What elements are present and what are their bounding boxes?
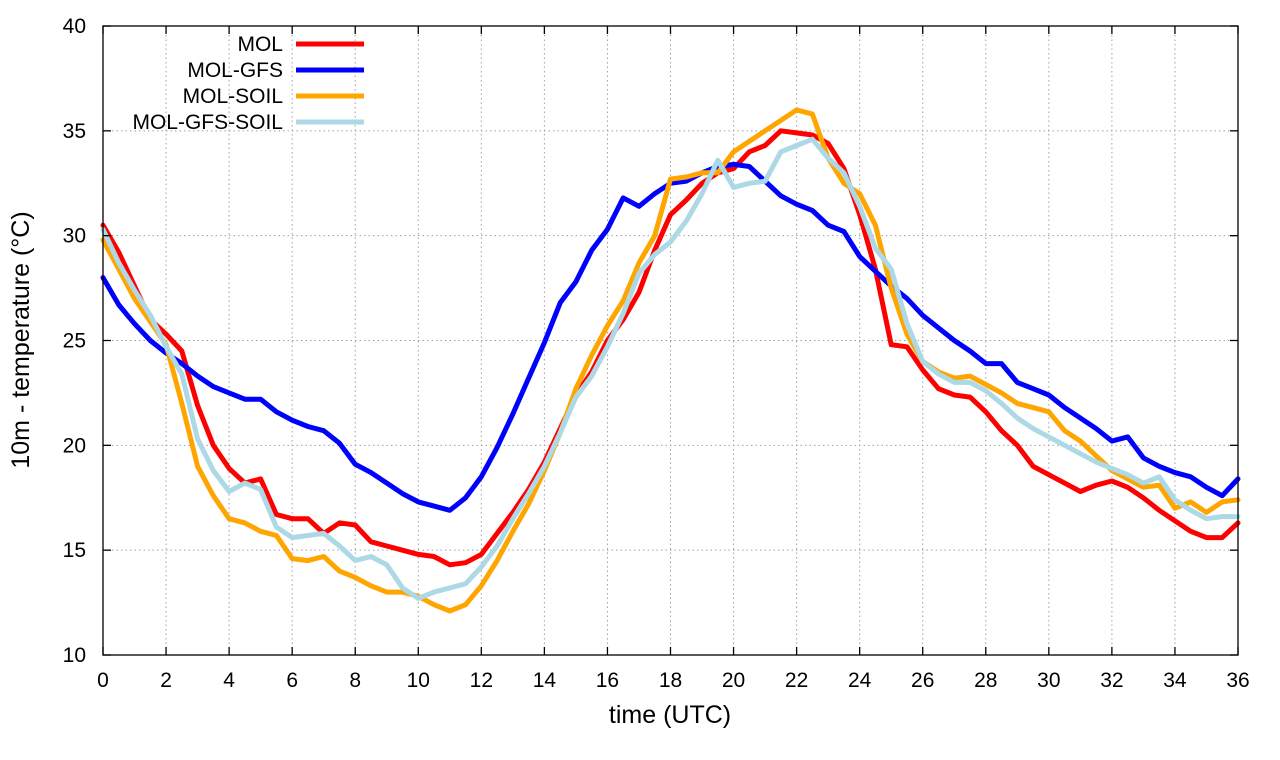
series-line-mol-soil — [100, 107, 1241, 614]
y-tick-label: 40 — [63, 15, 86, 38]
axis-ticks — [102, 25, 1239, 656]
x-tick-label: 8 — [349, 669, 361, 692]
x-tick-label: 4 — [223, 669, 235, 692]
y-tick-label: 10 — [63, 644, 86, 667]
legend-label-mol-gfs: MOL-GFS — [187, 59, 283, 82]
y-tick-label: 20 — [63, 434, 86, 457]
x-tick-label: 26 — [911, 669, 934, 692]
x-tick-label: 2 — [160, 669, 172, 692]
x-tick-label: 6 — [286, 669, 298, 692]
x-tick-label: 28 — [974, 669, 997, 692]
series-line-mol-gfs-soil — [100, 136, 1241, 601]
x-tick-label: 36 — [1226, 669, 1249, 692]
y-tick-label: 15 — [63, 539, 86, 562]
x-tick-label: 0 — [97, 669, 109, 692]
series-line-mol — [100, 128, 1241, 568]
series-lines — [100, 107, 1241, 614]
x-tick-label: 32 — [1100, 669, 1123, 692]
x-tick-label: 34 — [1163, 669, 1187, 692]
x-axis-title: time (UTC) — [609, 701, 731, 729]
x-tick-label: 14 — [533, 669, 557, 692]
x-tick-label: 10 — [407, 669, 430, 692]
y-tick-label: 30 — [63, 225, 86, 248]
y-tick-label: 25 — [63, 330, 86, 353]
legend-label-mol-gfs-soil: MOL-GFS-SOIL — [132, 111, 283, 134]
legend-label-mol: MOL — [237, 33, 283, 56]
x-tick-label: 16 — [596, 669, 619, 692]
x-tick-label: 20 — [722, 669, 745, 692]
legend-label-mol-soil: MOL-SOIL — [183, 85, 283, 108]
grid-lines — [103, 26, 1238, 655]
x-tick-label: 30 — [1037, 669, 1060, 692]
tick-labels: 0 2 4 6 8 10 12 14 16 18 20 22 24 26 28 30 32 34 361015202… — [63, 15, 1250, 692]
x-tick-label: 12 — [470, 669, 493, 692]
y-tick-label: 35 — [63, 120, 86, 143]
y-axis-title: 10m - temperature (°C) — [7, 211, 35, 468]
x-tick-label: 24 — [848, 669, 872, 692]
x-tick-label: 18 — [659, 669, 682, 692]
legend: MOL MOL-GFS MOL-SOIL MOL-GFS-SOIL — [132, 33, 364, 134]
x-tick-label: 22 — [785, 669, 808, 692]
